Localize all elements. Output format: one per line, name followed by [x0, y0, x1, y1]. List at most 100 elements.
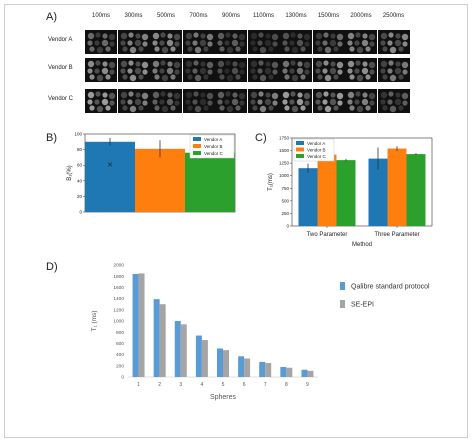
chart-d-bar: [238, 356, 245, 377]
chart-b-bar: [85, 141, 135, 212]
chart-d-x-tick-label: 7: [264, 382, 267, 388]
chart-b-y-tick-label: 20: [77, 194, 83, 199]
chart-d-y-tick-label: 200: [116, 363, 124, 369]
panel-c-label: C): [255, 132, 267, 144]
mri-thumbnail: [150, 58, 182, 82]
chart-c-x-tick-label: Two Parameter: [307, 232, 348, 238]
chart-d-x-tick-label: 5: [222, 382, 225, 388]
mri-thumbnail: [182, 30, 215, 54]
mri-thumbnail: [117, 58, 150, 82]
chart-c-plot-area: [291, 137, 433, 227]
mri-thumbnail: [280, 89, 312, 113]
chart-d-y-tick-label: 1800: [113, 274, 124, 280]
chart-c-y-tick-label: 750: [281, 186, 289, 191]
chart-d-y-tick-label: 400: [116, 352, 124, 358]
mri-thumbnail: [377, 89, 410, 113]
chart-d-y-tick-label: 1400: [113, 296, 124, 302]
mri-thumbnail: [215, 30, 247, 54]
chart-c-bar: [368, 158, 388, 226]
chart-d-x-tick-label: 9: [306, 382, 309, 388]
timepoint-label: 1300ms: [285, 13, 307, 19]
mri-thumbnail: [345, 89, 377, 113]
chart-b: 0 20 40 60 80 100 B₁(%) × Vendor A Vendor B Vendor…: [67, 132, 236, 215]
mri-thumbnail: [377, 30, 410, 54]
chart-b-y-tick-label: 100: [74, 132, 82, 137]
mri-thumbnail: [377, 58, 410, 82]
chart-b-bar: [185, 152, 235, 212]
chart-b-y-tick-label: 80: [77, 147, 83, 152]
mri-thumbnail: [215, 89, 247, 113]
vendor-row-label: Vendor A: [48, 37, 73, 43]
chart-b-legend-label: Vendor B: [204, 144, 223, 149]
panel-d-label: D): [46, 261, 58, 273]
chart-b-legend-label: Vendor C: [204, 151, 224, 156]
mri-thumbnail: [85, 30, 117, 54]
chart-d-legend-label: Qalibre standard protocol: [351, 284, 430, 291]
vendor-row-label: Vendor C: [48, 96, 74, 102]
chart-d-legend-label: SE-EPI: [351, 302, 374, 309]
chart-d-bar: [286, 367, 293, 377]
chart-d-y-tick-label: 1000: [113, 319, 124, 325]
chart-c-legend-swatch: [296, 147, 304, 152]
panel-a-label: A): [46, 11, 57, 23]
chart-d-x-tick-label: 3: [179, 382, 182, 388]
chart-c-bar: [406, 154, 426, 226]
mri-thumbnail: [117, 89, 150, 113]
timepoint-label: 500ms: [156, 13, 175, 19]
mri-thumbnail: [345, 30, 377, 54]
chart-d-x-tick-label: 6: [243, 382, 246, 388]
chart-d-bar: [265, 363, 272, 377]
panel-b-label: B): [46, 132, 57, 144]
chart-d-y-tick-label: 2000: [113, 263, 124, 269]
chart-d-bar: [301, 369, 308, 377]
chart-d-bar: [159, 304, 166, 377]
chart-b-y-axis-label: B₁(%): [67, 165, 73, 180]
chart-d-bar: [180, 324, 187, 377]
mri-thumbnail: [280, 58, 312, 82]
timepoint-label: 2500ms: [382, 13, 405, 19]
chart-d-bar: [217, 348, 223, 377]
mri-thumbnail: [117, 30, 150, 54]
timepoint-label: 700ms: [189, 13, 208, 19]
chart-c-bar: [336, 160, 356, 226]
chart-b-y-tick-label: 40: [77, 178, 83, 183]
chart-c-y-tick-label: 1250: [279, 161, 290, 166]
chart-d-bar: [174, 321, 181, 377]
mri-thumbnail: [150, 30, 182, 54]
mri-thumbnail: [182, 58, 215, 82]
chart-d-y-tick-label: 0: [121, 375, 124, 381]
chart-c-legend-label: Vendor C: [307, 154, 327, 159]
chart-c-y-tick-label: 1750: [279, 136, 290, 141]
chart-b-legend-swatch: [193, 144, 201, 148]
chart-c-legend-label: Vendor B: [307, 147, 326, 152]
chart-c-x-tick-label: Three Parameter: [374, 232, 419, 238]
chart-d-legend-swatch: [340, 300, 345, 308]
chart-b-legend-swatch: [193, 151, 201, 155]
chart-d-bar: [244, 358, 251, 377]
chart-d-legend-swatch: [340, 282, 345, 290]
chart-d-bar: [280, 366, 287, 377]
chart-d-bar: [259, 361, 266, 377]
timepoint-label: 300ms: [124, 13, 143, 19]
chart-c-y-axis-label: T₁(ms): [268, 173, 274, 191]
mri-thumbnail: [312, 30, 345, 54]
timepoint-label: 900ms: [221, 13, 240, 19]
mri-thumbnail: [150, 89, 182, 113]
chart-d-bar: [223, 350, 229, 377]
chart-d-bar: [153, 299, 160, 377]
chart-d-bar: [138, 273, 145, 377]
mri-thumbnail: [247, 30, 280, 54]
mri-thumbnail: [85, 58, 117, 82]
chart-c-bar: [317, 154, 337, 226]
chart-d-y-axis-label: T₁ (ms): [91, 311, 98, 332]
figure-border: [4, 4, 468, 438]
chart-d-y-tick-label: 600: [116, 341, 124, 347]
mri-thumbnail: [247, 58, 280, 82]
chart-c-y-tick-label: 0: [286, 224, 289, 229]
vendor-row-label: Vendor B: [48, 65, 73, 71]
chart-d-bar: [201, 340, 208, 377]
chart-d-bar: [195, 335, 202, 377]
chart-c-y-tick-label: 500: [281, 198, 289, 203]
chart-d-bar: [307, 370, 314, 377]
